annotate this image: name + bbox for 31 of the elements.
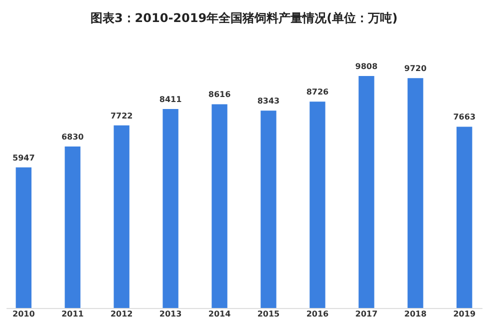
x-tick-label: 2011 [61,310,84,318]
bar [212,104,228,308]
data-label: 9720 [404,64,427,74]
data-label: 7663 [453,112,476,122]
x-tick-label: 2017 [355,310,378,318]
data-label: 8726 [306,88,330,97]
data-label: 7722 [110,111,133,120]
bar [162,109,178,308]
bar [358,76,374,308]
data-label: 8616 [208,90,232,100]
x-tick-label: 2013 [159,310,182,318]
x-tick-label: 2012 [110,310,133,318]
data-label: 5947 [12,153,35,162]
data-label: 6830 [61,132,84,142]
bar [64,146,80,308]
data-label: 8411 [159,95,182,104]
x-tick-label: 2014 [208,310,232,318]
x-tick-label: 2015 [257,310,280,318]
x-tick-label: 2016 [306,310,330,318]
bar [16,167,32,308]
data-label: 9808 [355,62,378,71]
x-tick-label: 2019 [453,310,476,318]
chart-title: 图表3：2010-2019年全国猪饲料产量情况(单位：万吨) [90,11,398,25]
bar [408,78,424,308]
bar [114,125,130,308]
x-tick-label: 2018 [404,310,427,318]
x-tick-label: 2010 [12,310,36,318]
data-label: 8343 [257,96,280,106]
bar [456,126,472,308]
bar [260,110,276,308]
bar [310,102,326,308]
